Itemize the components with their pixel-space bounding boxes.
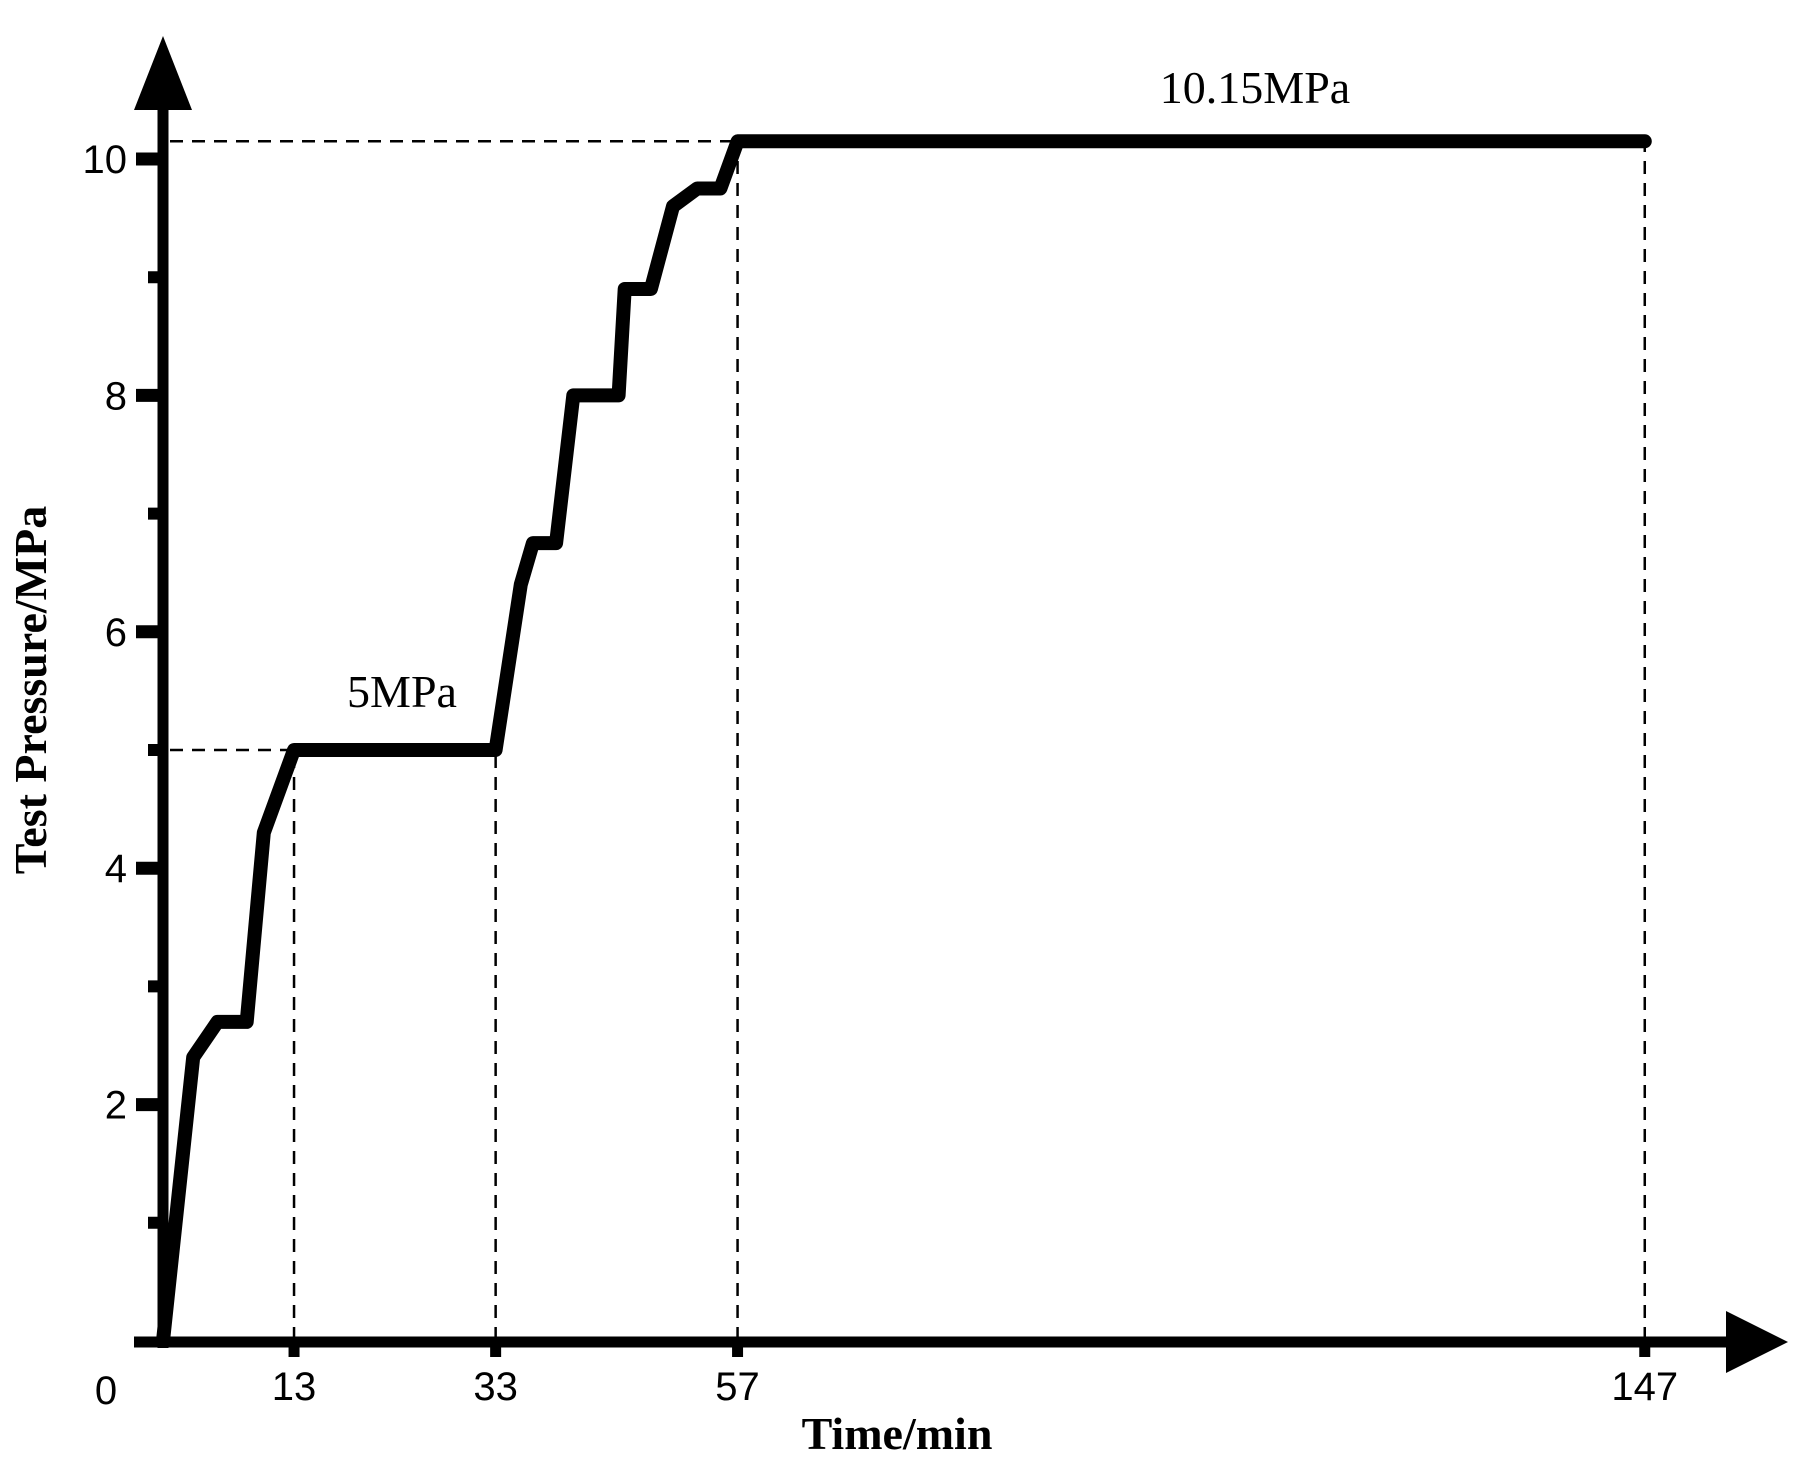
- tick-labels-layer: 2 4 6 8 10 13 33 57 147: [83, 138, 1679, 1409]
- origin-tick-label: 0: [95, 1369, 117, 1413]
- x-tick-label: 33: [473, 1365, 518, 1409]
- x-axis-arrowhead: [1726, 1311, 1788, 1373]
- x-tick-label: 57: [715, 1365, 760, 1409]
- annotation-5mpa: 5MPa: [347, 666, 457, 717]
- y-tick-label: 8: [105, 374, 127, 418]
- y-axis-arrowhead: [134, 36, 192, 110]
- x-axis-title: Time/min: [802, 1408, 993, 1459]
- y-tick-label: 6: [105, 611, 127, 655]
- pressure-curve: [156, 134, 1652, 1348]
- annotation-10-15mpa: 10.15MPa: [1160, 62, 1350, 113]
- y-axis-title: Test Pressure/MPa: [5, 506, 56, 874]
- x-tick-label: 13: [272, 1365, 317, 1409]
- y-tick-label: 4: [105, 847, 127, 891]
- y-tick-label: 2: [105, 1084, 127, 1128]
- guide-lines-layer: [170, 140, 1647, 1340]
- curve-layer: [156, 134, 1652, 1348]
- x-tick-label: 147: [1611, 1365, 1678, 1409]
- y-tick-label: 10: [83, 138, 128, 182]
- axes-layer: [134, 36, 1788, 1373]
